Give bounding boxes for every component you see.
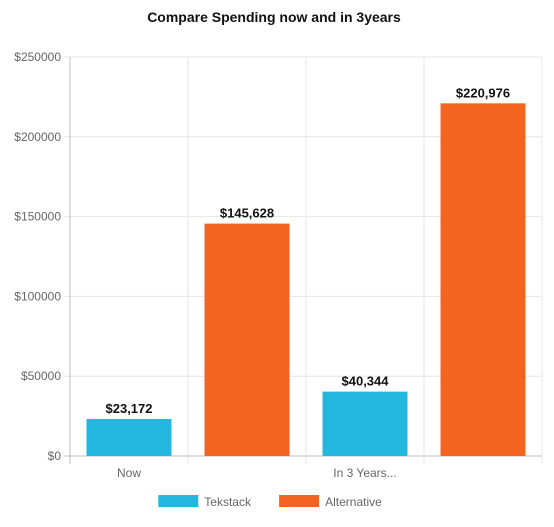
y-tick-label: $200000 xyxy=(14,130,61,144)
legend-swatch xyxy=(158,495,199,507)
legend-label: Tekstack xyxy=(204,495,252,509)
grid-layer xyxy=(64,56,543,464)
bar-alternative xyxy=(204,223,290,456)
y-tick-label: $0 xyxy=(48,449,62,463)
bar-tekstack xyxy=(86,419,172,456)
x-tick-label: In 3 Years... xyxy=(333,466,396,480)
legend[interactable]: Tekstack Alternative xyxy=(158,495,382,509)
bar-alternative xyxy=(440,103,526,457)
data-label: $40,344 xyxy=(342,374,390,389)
data-label: $23,172 xyxy=(106,401,153,416)
legend-swatch xyxy=(279,495,320,507)
legend-item-alternative[interactable]: Alternative xyxy=(279,495,382,509)
y-tick-label: $50000 xyxy=(21,369,61,383)
axis-layer: $0 $50000 $100000 $150000 $200000 $250000 Now I… xyxy=(14,50,396,480)
legend-label: Alternative xyxy=(325,495,382,509)
y-tick-label: $150000 xyxy=(14,210,61,224)
y-tick-label: $100000 xyxy=(14,289,61,303)
bars-layer xyxy=(86,103,526,457)
x-tick-label: Now xyxy=(117,466,141,480)
legend-item-tekstack[interactable]: Tekstack xyxy=(158,495,252,509)
chart-title: Compare Spending now and in 3years xyxy=(147,9,401,25)
data-label: $145,628 xyxy=(220,206,274,221)
bar-tekstack xyxy=(322,391,408,456)
y-tick-label: $250000 xyxy=(14,50,61,64)
data-labels-layer: $23,172 $145,628 $40,344 $220,976 xyxy=(106,85,511,416)
data-label: $220,976 xyxy=(456,85,510,100)
